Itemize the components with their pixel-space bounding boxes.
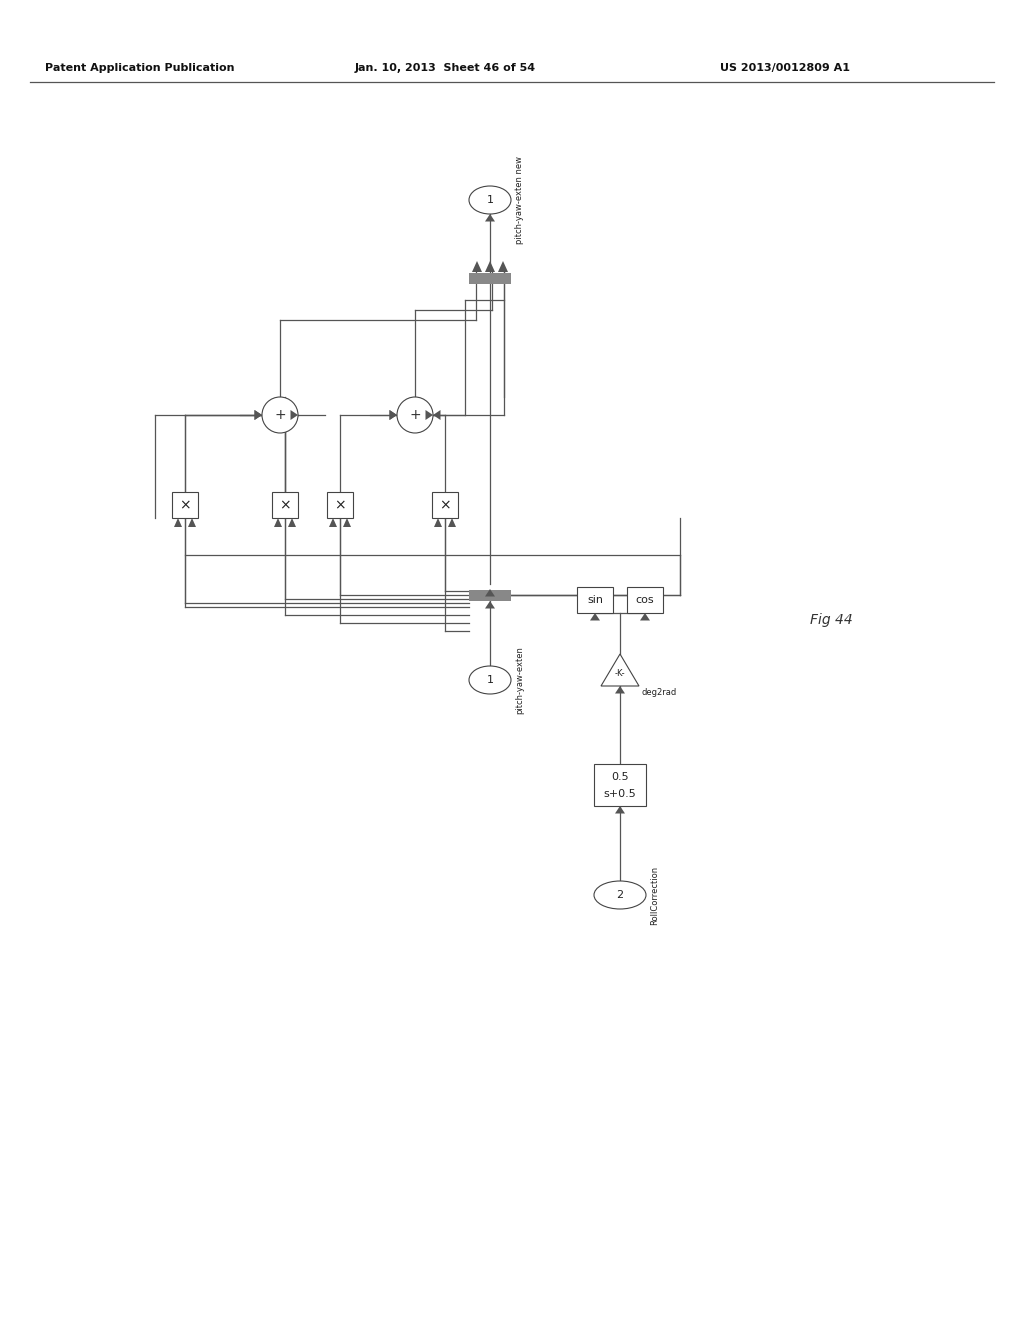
Text: Patent Application Publication: Patent Application Publication (45, 63, 234, 73)
Text: 1: 1 (486, 675, 494, 685)
Text: Jan. 10, 2013  Sheet 46 of 54: Jan. 10, 2013 Sheet 46 of 54 (355, 63, 537, 73)
Polygon shape (343, 517, 351, 527)
Text: pitch-yaw-exten: pitch-yaw-exten (515, 645, 524, 714)
Text: RollCorrection: RollCorrection (650, 866, 659, 924)
Polygon shape (590, 612, 600, 620)
Polygon shape (434, 517, 442, 527)
Polygon shape (485, 589, 495, 597)
Bar (172, 492, 198, 517)
Bar (272, 492, 298, 517)
Text: s+0.5: s+0.5 (603, 789, 636, 799)
Circle shape (262, 397, 298, 433)
Ellipse shape (469, 186, 511, 214)
Polygon shape (485, 601, 495, 609)
Text: ×: × (280, 498, 291, 512)
Polygon shape (601, 653, 639, 686)
Bar (594, 764, 646, 807)
Polygon shape (291, 411, 298, 420)
Text: ×: × (334, 498, 346, 512)
Polygon shape (485, 261, 495, 272)
Text: cos: cos (636, 595, 654, 605)
Polygon shape (485, 214, 495, 222)
Ellipse shape (469, 667, 511, 694)
Polygon shape (640, 612, 650, 620)
Text: +: + (410, 408, 421, 422)
Text: ×: × (179, 498, 190, 512)
Text: deg2rad: deg2rad (642, 688, 677, 697)
Text: 1: 1 (486, 195, 494, 205)
Polygon shape (426, 411, 433, 420)
Text: US 2013/0012809 A1: US 2013/0012809 A1 (720, 63, 850, 73)
Ellipse shape (594, 880, 646, 909)
Polygon shape (449, 517, 456, 527)
Polygon shape (472, 261, 482, 272)
Bar (327, 492, 353, 517)
Bar (469, 272, 511, 284)
Text: -K-: -K- (614, 668, 626, 677)
Bar (627, 587, 663, 612)
Polygon shape (389, 411, 397, 420)
Text: 0.5: 0.5 (611, 772, 629, 781)
Text: +: + (274, 408, 286, 422)
Text: pitch-yaw-exten new: pitch-yaw-exten new (515, 156, 524, 244)
Text: Fig 44: Fig 44 (810, 612, 853, 627)
Polygon shape (274, 517, 282, 527)
Polygon shape (255, 411, 262, 420)
Bar (469, 590, 511, 601)
Text: ×: × (439, 498, 451, 512)
Polygon shape (329, 517, 337, 527)
Polygon shape (174, 517, 182, 527)
Polygon shape (389, 411, 397, 420)
Bar (577, 587, 613, 612)
Circle shape (397, 397, 433, 433)
Text: 2: 2 (616, 890, 624, 900)
Polygon shape (288, 517, 296, 527)
Text: sin: sin (587, 595, 603, 605)
Polygon shape (615, 686, 625, 693)
Bar (432, 492, 458, 517)
Polygon shape (498, 261, 508, 272)
Polygon shape (255, 411, 262, 420)
Polygon shape (433, 411, 440, 420)
Polygon shape (188, 517, 196, 527)
Polygon shape (615, 807, 625, 813)
